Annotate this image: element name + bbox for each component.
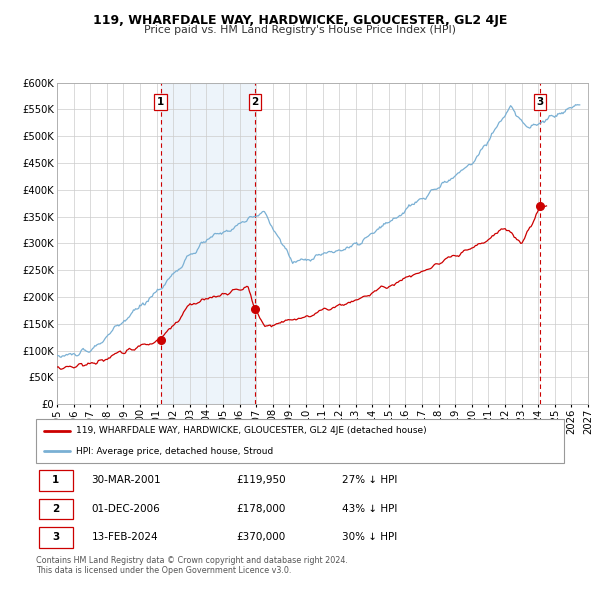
Text: 3: 3 — [536, 97, 544, 107]
Text: Contains HM Land Registry data © Crown copyright and database right 2024.: Contains HM Land Registry data © Crown c… — [36, 556, 348, 565]
Text: 01-DEC-2006: 01-DEC-2006 — [91, 504, 160, 514]
Text: 119, WHARFDALE WAY, HARDWICKE, GLOUCESTER, GL2 4JE (detached house): 119, WHARFDALE WAY, HARDWICKE, GLOUCESTE… — [76, 427, 426, 435]
Text: 2: 2 — [251, 97, 259, 107]
Bar — [161, 83, 255, 404]
Text: 30-MAR-2001: 30-MAR-2001 — [91, 476, 161, 486]
Text: This data is licensed under the Open Government Licence v3.0.: This data is licensed under the Open Gov… — [36, 566, 292, 575]
Text: 43% ↓ HPI: 43% ↓ HPI — [342, 504, 398, 514]
Text: HPI: Average price, detached house, Stroud: HPI: Average price, detached house, Stro… — [76, 447, 273, 455]
Text: Price paid vs. HM Land Registry's House Price Index (HPI): Price paid vs. HM Land Registry's House … — [144, 25, 456, 35]
Text: 3: 3 — [52, 532, 59, 542]
Text: 30% ↓ HPI: 30% ↓ HPI — [342, 532, 397, 542]
Text: £370,000: £370,000 — [236, 532, 286, 542]
Text: 13-FEB-2024: 13-FEB-2024 — [91, 532, 158, 542]
Text: £178,000: £178,000 — [236, 504, 286, 514]
FancyBboxPatch shape — [38, 499, 73, 519]
Text: £119,950: £119,950 — [236, 476, 286, 486]
Text: 27% ↓ HPI: 27% ↓ HPI — [342, 476, 398, 486]
FancyBboxPatch shape — [38, 527, 73, 548]
Text: 2: 2 — [52, 504, 59, 514]
FancyBboxPatch shape — [38, 470, 73, 491]
Text: 119, WHARFDALE WAY, HARDWICKE, GLOUCESTER, GL2 4JE: 119, WHARFDALE WAY, HARDWICKE, GLOUCESTE… — [93, 14, 507, 27]
FancyBboxPatch shape — [36, 419, 564, 463]
Text: 1: 1 — [157, 97, 164, 107]
Text: 1: 1 — [52, 476, 59, 486]
